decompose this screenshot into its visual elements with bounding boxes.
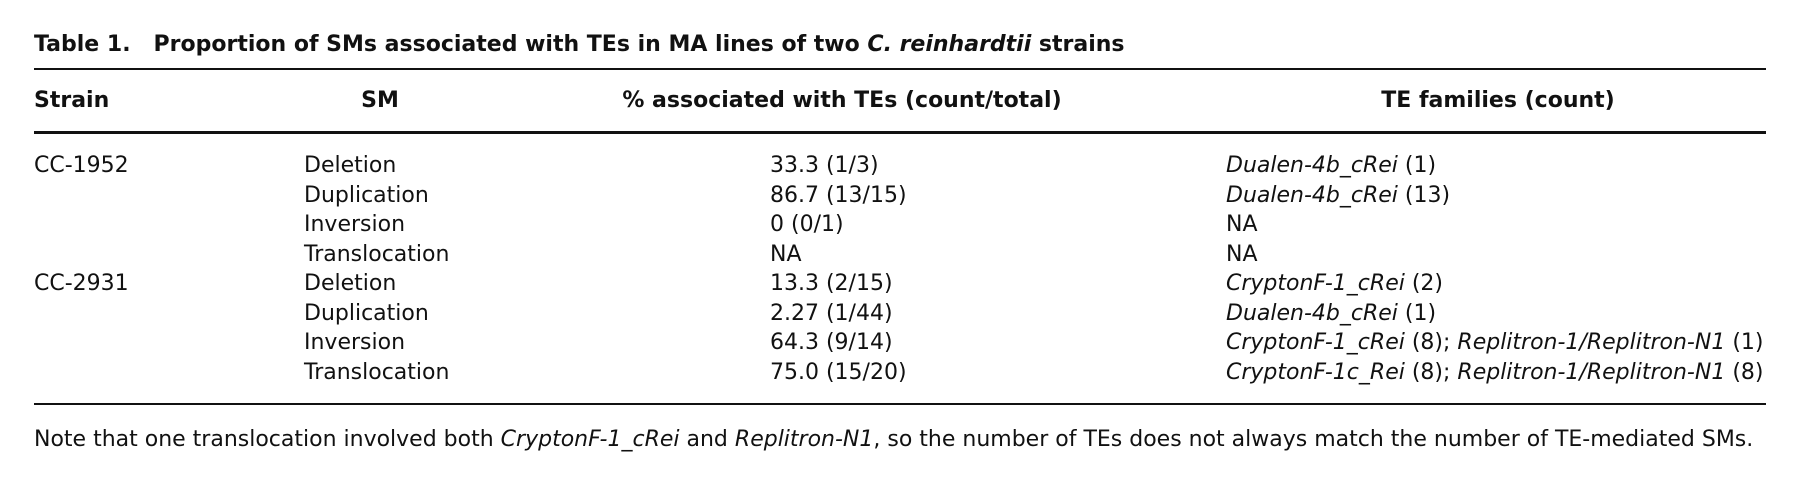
pct-cell: NA [770,241,802,267]
te-cell: Dualen-4b_cRei (13) [1226,183,1450,209]
text-run: (13) [1397,182,1451,208]
te-cell: CryptonF-1_cRei (2) [1226,271,1443,297]
te-cell: Dualen-4b_cRei (1) [1226,301,1436,327]
text-run: and [679,427,735,452]
te-cell: Dualen-4b_cRei (1) [1226,153,1436,179]
pct-cell: 64.3 (9/14) [770,330,893,355]
text-run: (8); [1404,330,1458,355]
text-run: Replitron-N1 [734,427,874,452]
table-title: Table 1. Proportion of SMs associated wi… [34,32,1125,58]
te-cell: NA [1226,212,1258,238]
sm-cell: Duplication [304,300,429,326]
te-cell: CryptonF-1c_Rei (8); Replitron-1/Replitr… [1226,360,1763,386]
text-run: (1) [1397,300,1437,326]
text-run: CryptonF-1_cRei [500,427,680,452]
text-run: Dualen-4b_cRei [1226,182,1398,208]
text-run: Dualen-4b_cRei [1226,153,1398,178]
pct-cell: 33.3 (1/3) [770,153,879,178]
sm-cell: Deletion [304,153,397,178]
te-cell: NA [1226,242,1258,268]
sm-cell: Translocation [304,241,450,267]
pct-cell: 86.7 (13/15) [770,182,907,208]
text-run: CryptonF-1c_Rei [1226,359,1405,385]
sm-cell: Duplication [304,182,429,208]
top-rule [34,68,1766,70]
pct-cell: 13.3 (2/15) [770,271,893,296]
text-run: Replitron-1/Replitron-N1 [1457,330,1726,355]
text-run: CryptonF-1_cRei [1226,330,1405,355]
pct-cell: 2.27 (1/44) [770,300,893,326]
sm-cell: Inversion [304,330,406,355]
text-run: NA [1226,241,1258,267]
header-cell: SM [361,88,399,113]
table-note: Note that one translocation involved bot… [34,427,1753,453]
te-cell: CryptonF-1_cRei (8); Replitron-1/Replitr… [1226,330,1763,356]
header-rule [34,131,1766,134]
header-cell: TE families (count) [1381,88,1615,113]
text-run: (1) [1725,330,1764,355]
sm-cell: Deletion [304,271,397,296]
pct-cell: 0 (0/1) [770,212,844,237]
header-cell: % associated with TEs (count/total) [622,88,1062,113]
strain-cell: CC-1952 [34,153,129,178]
strain-cell: CC-2931 [34,271,129,296]
sm-cell: Inversion [304,212,406,237]
text-run: Dualen-4b_cRei [1226,300,1398,326]
text-run: NA [1226,212,1258,237]
text-run: Replitron-1/Replitron-N1 [1457,359,1726,385]
text-run: (8); [1404,359,1458,385]
title-label: Table 1. [34,32,131,57]
header-cell: Strain [34,88,110,113]
text-run: strains [1031,32,1125,57]
title-text: Proportion of SMs associated with TEs in… [154,32,1125,57]
text-run: C. reinhardtii [867,32,1032,57]
pct-cell: 75.0 (15/20) [770,359,907,385]
text-run: Proportion of SMs associated with TEs in… [153,32,868,57]
text-run: (1) [1397,153,1437,178]
text-run: CryptonF-1_cRei [1226,271,1405,296]
bottom-rule [34,403,1766,405]
text-run: (8) [1725,359,1764,385]
text-run: (2) [1404,271,1443,296]
text-run: Note that one translocation involved bot… [34,427,501,452]
sm-cell: Translocation [304,359,450,385]
text-run: , so the number of TEs does not always m… [873,427,1754,452]
